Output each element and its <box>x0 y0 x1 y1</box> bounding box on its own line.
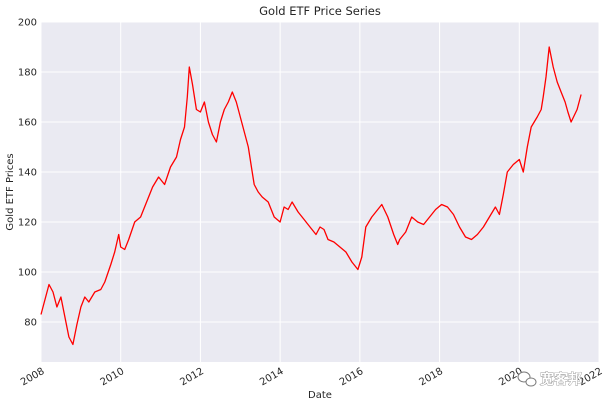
y-tick-label: 200 <box>18 18 37 29</box>
y-tick-label: 140 <box>18 168 37 179</box>
grid <box>40 21 600 362</box>
series-line <box>40 46 582 346</box>
y-tick-label: 80 <box>24 318 37 329</box>
y-tick-label: 160 <box>18 118 37 129</box>
y-axis-label: Gold ETF Prices <box>5 153 16 230</box>
wechat-bubble-icon <box>517 371 537 387</box>
chart-title: Gold ETF Price Series <box>259 4 381 18</box>
y-tick-label: 120 <box>18 218 37 229</box>
y-axis-ticks: 80 100 120 140 160 180 200 <box>18 18 37 329</box>
watermark: 宽客邦 <box>517 371 582 388</box>
y-tick-label: 100 <box>18 268 37 279</box>
x-axis-label: Date <box>308 390 332 401</box>
series-layer <box>40 46 582 346</box>
plot-area <box>41 22 599 362</box>
watermark-text: 宽客邦 <box>540 371 582 388</box>
y-tick-label: 180 <box>18 68 37 79</box>
